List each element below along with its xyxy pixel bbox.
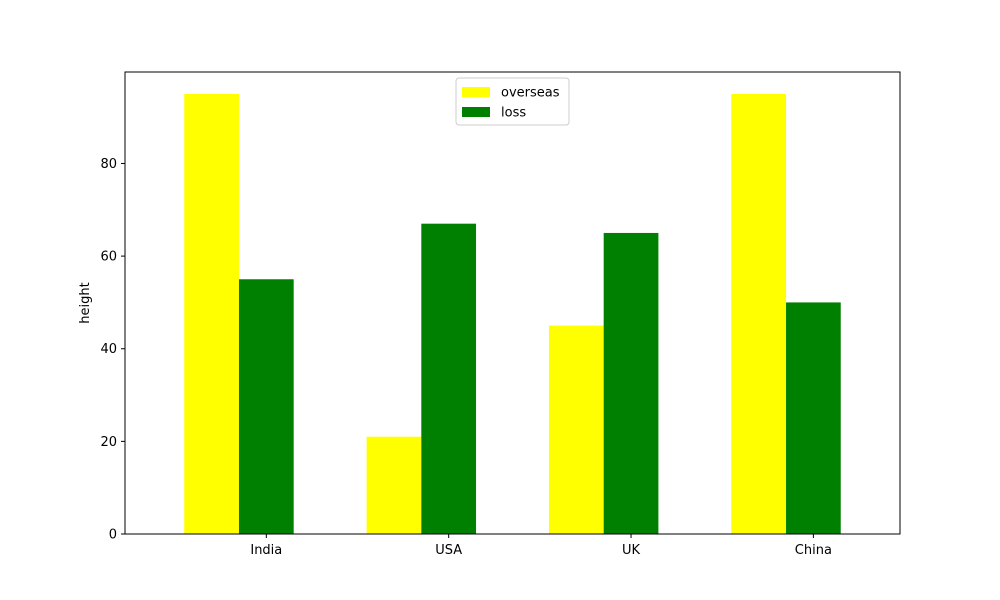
legend-swatch-loss (462, 107, 490, 117)
bar-loss-china (786, 302, 841, 534)
bar-loss-india (238, 279, 294, 534)
bars-group (184, 94, 841, 534)
legend: overseas loss (455, 77, 570, 126)
bar-overseas-usa (366, 436, 422, 534)
bar-overseas-china (731, 94, 787, 534)
y-axis-ticks: 0 20 40 60 80 (100, 157, 125, 543)
legend-swatch-overseas (462, 87, 490, 97)
bar-loss-uk (603, 232, 659, 534)
y-tick-label: 60 (100, 250, 117, 265)
legend-label-overseas: overseas (501, 86, 560, 101)
x-tick-label-india: India (250, 543, 282, 558)
x-tick-label-usa: USA (435, 543, 462, 558)
bar-overseas-india (184, 94, 239, 534)
x-axis-ticks: India USA UK China (250, 534, 832, 558)
y-axis-label: height (78, 282, 93, 323)
y-tick-label: 80 (100, 157, 117, 172)
plot-frame (124, 71, 901, 535)
legend-label-loss: loss (501, 106, 526, 121)
y-tick-label: 20 (100, 435, 117, 450)
x-tick-label-china: China (795, 543, 832, 558)
y-tick-label: 40 (100, 342, 117, 357)
bar-overseas-uk (548, 325, 604, 534)
bar-loss-usa (421, 223, 477, 534)
x-tick-label-uk: UK (622, 543, 641, 558)
y-tick-label: 0 (109, 528, 117, 543)
